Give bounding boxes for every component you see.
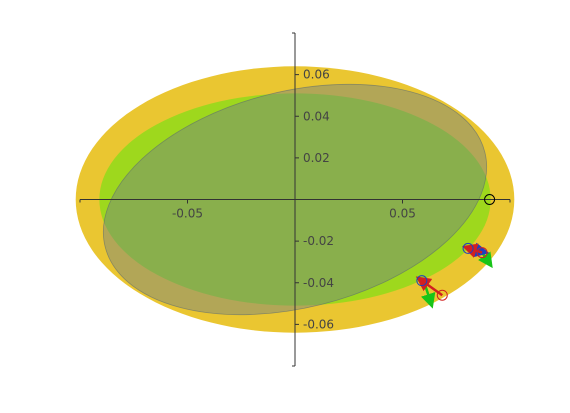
blue-point-1 bbox=[462, 242, 474, 254]
y-tick-label: 0.04 bbox=[303, 109, 330, 123]
x-tick-label: -0.05 bbox=[172, 207, 203, 221]
x-tick-label: 0.05 bbox=[389, 207, 416, 221]
y-tick-label: -0.04 bbox=[303, 276, 334, 290]
y-tick-label: 0.06 bbox=[303, 68, 330, 82]
blue-point-2 bbox=[416, 275, 428, 287]
red-point-1 bbox=[476, 247, 488, 259]
red-vector-1 bbox=[462, 243, 483, 258]
marker-layer bbox=[416, 194, 496, 301]
tick-label-layer: -0.05 0.05 0.06 0.04 0.02 -0.02 -0.04 -0.06 bbox=[172, 68, 416, 332]
red-vector-2 bbox=[415, 276, 444, 297]
y-tick-label: -0.02 bbox=[303, 234, 334, 248]
vector-layer bbox=[415, 242, 493, 309]
red-point-2 bbox=[436, 289, 448, 301]
axes-layer bbox=[79, 32, 511, 367]
black-point bbox=[484, 194, 496, 205]
y-tick-label: -0.06 bbox=[303, 317, 334, 331]
y-tick-label: 0.02 bbox=[303, 151, 330, 165]
ellipse-layer bbox=[75, 66, 515, 333]
